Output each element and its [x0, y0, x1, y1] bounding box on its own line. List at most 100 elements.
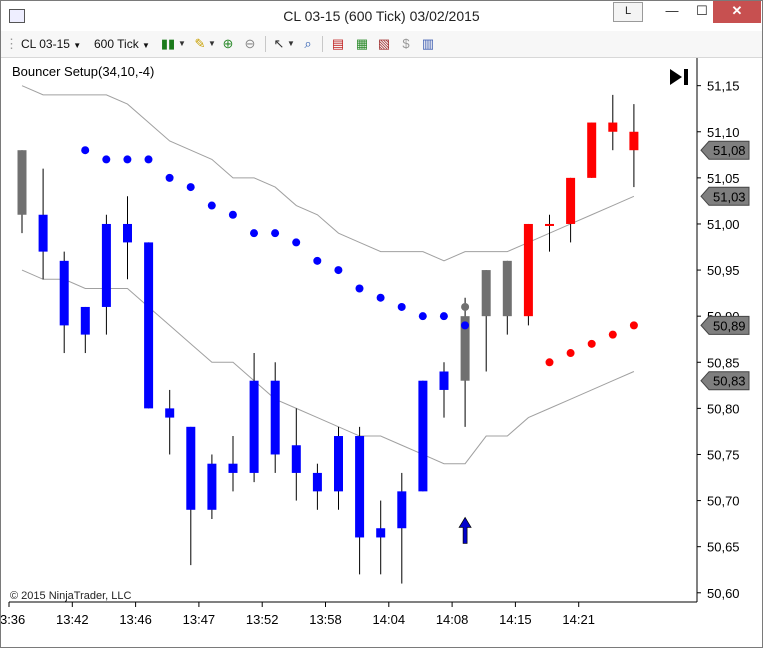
blue-signal-dot — [102, 155, 111, 164]
chevron-down-icon: ▼ — [73, 41, 82, 50]
chart-trader-icon[interactable]: ▦ — [355, 36, 369, 51]
blue-signal-dot — [439, 312, 448, 321]
toolbar-separator — [265, 36, 266, 52]
blue-signal-dot — [461, 321, 469, 330]
blue-signal-dot — [292, 238, 301, 247]
candle-body — [629, 131, 639, 151]
price-marker — [700, 371, 750, 391]
candle-body — [291, 445, 301, 473]
blue-signal-dot — [207, 201, 216, 210]
indicator-label: Bouncer Setup(34,10,-4) — [12, 64, 155, 79]
blue-signal-dot — [355, 284, 364, 293]
candle-body — [502, 260, 512, 317]
candle-body — [481, 270, 491, 317]
blue-signal-dot — [81, 146, 90, 155]
red-signal-dot — [545, 358, 554, 367]
blue-signal-dot — [186, 183, 195, 192]
candle-body — [249, 380, 259, 473]
candle-body — [418, 380, 428, 492]
x-tick-label: 14:08 — [436, 612, 469, 627]
strategy-icon[interactable]: ▤ — [331, 36, 345, 51]
y-tick-label: 50,75 — [707, 447, 740, 462]
y-tick-label: 50,60 — [707, 586, 740, 601]
y-tick-label: 50,70 — [707, 494, 740, 509]
x-tick-label: 14:21 — [562, 612, 595, 627]
red-signal-dot — [587, 339, 596, 348]
price-marker — [700, 186, 750, 206]
go-to-end-bar — [684, 69, 688, 85]
window-title: CL 03-15 (600 Tick) 03/02/2015 — [283, 8, 480, 24]
y-tick-label: 51,00 — [707, 217, 740, 232]
chevron-down-icon[interactable]: ▼ — [287, 39, 295, 48]
candle-body — [123, 223, 132, 243]
bar-style-icon[interactable]: ▮▮ — [160, 36, 176, 51]
x-tick-label: 13:36 — [1, 612, 25, 627]
candle-body — [608, 122, 618, 132]
price-marker — [700, 315, 750, 335]
candle-body — [59, 260, 69, 326]
upper-band-line — [21, 85, 635, 262]
x-tick-label: 13:47 — [183, 612, 216, 627]
go-to-end-icon[interactable] — [670, 69, 682, 85]
candle-body — [101, 223, 111, 307]
instrument-label: CL 03-15 — [21, 37, 70, 51]
candle-body — [312, 472, 322, 492]
blue-signal-dot — [334, 266, 343, 275]
price-marker-label: 51,03 — [713, 189, 746, 204]
candle-body — [207, 463, 217, 510]
chart-toolbar: ⋮ CL 03-15 ▼ 600 Tick ▼ ▮▮ ▼ ✎ ▼ ⊕ ⊖ ↖ ▼… — [1, 31, 762, 58]
search-icon[interactable]: ⌕ — [304, 36, 312, 51]
candle-body — [270, 380, 280, 455]
blue-signal-dot — [250, 229, 258, 238]
zoom-out-icon[interactable]: ⊖ — [244, 36, 256, 51]
minimize-button[interactable]: — — [665, 3, 679, 18]
candle-body — [165, 408, 175, 418]
candle-body — [523, 223, 533, 317]
dollar-icon[interactable]: $ — [402, 36, 410, 51]
blue-signal-dot — [228, 210, 237, 219]
properties-icon[interactable]: ▥ — [421, 36, 435, 51]
title-bar[interactable]: CL 03-15 (600 Tick) 03/02/2015 L — ☐ ✕ — [1, 1, 762, 31]
pencil-draw-icon[interactable]: ✎ — [194, 36, 206, 51]
blue-signal-dot — [165, 173, 174, 182]
blue-signal-dot — [418, 312, 427, 321]
blue-signal-dot — [271, 229, 280, 238]
candle-body — [355, 436, 365, 538]
candle-body — [376, 528, 386, 538]
indicators-icon[interactable]: ▧ — [377, 36, 391, 51]
x-tick-label: 13:58 — [309, 612, 342, 627]
close-button[interactable]: ✕ — [713, 1, 761, 23]
x-tick-label: 13:46 — [119, 612, 152, 627]
price-marker — [700, 140, 750, 160]
x-tick-label: 13:42 — [56, 612, 89, 627]
blue-signal-dot — [376, 293, 385, 302]
candle-body — [186, 426, 196, 510]
candle-body — [334, 436, 343, 492]
price-marker-label: 50,89 — [713, 318, 746, 333]
instrument-selector[interactable]: CL 03-15 ▼ — [21, 35, 81, 53]
up-arrow-icon — [458, 516, 472, 544]
red-signal-dot — [629, 321, 638, 330]
price-marker-label: 51,08 — [713, 143, 746, 158]
candle-body — [587, 122, 597, 178]
candle-body — [38, 214, 48, 252]
x-tick-label: 14:15 — [499, 612, 532, 627]
interval-selector[interactable]: 600 Tick ▼ — [94, 35, 150, 53]
candle-body — [460, 316, 470, 381]
cursor-icon[interactable]: ↖ — [273, 36, 285, 51]
y-tick-label: 50,85 — [707, 355, 740, 370]
red-signal-dot — [608, 330, 617, 339]
chevron-down-icon[interactable]: ▼ — [208, 39, 216, 48]
chart-app-icon — [9, 9, 25, 23]
maximize-button[interactable]: ☐ — [696, 3, 708, 18]
x-tick-label: 14:04 — [373, 612, 406, 627]
zoom-in-icon[interactable]: ⊕ — [222, 36, 234, 51]
y-tick-label: 50,80 — [707, 401, 740, 416]
interval-label: 600 Tick — [94, 37, 139, 51]
chevron-down-icon[interactable]: ▼ — [178, 39, 186, 48]
copyright-text: © 2015 NinjaTrader, LLC — [10, 590, 132, 602]
link-button[interactable]: L — [613, 2, 643, 22]
x-tick-label: 13:52 — [246, 612, 279, 627]
